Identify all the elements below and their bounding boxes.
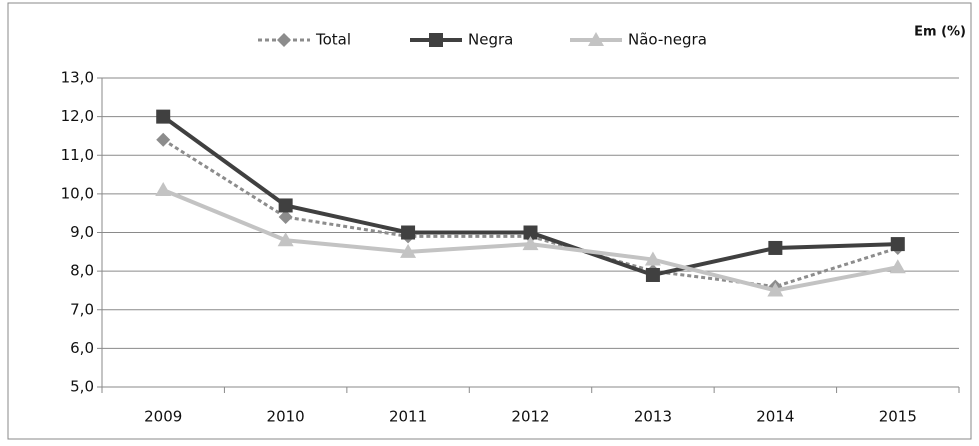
y-tick-label: 11,0: [61, 146, 94, 164]
marker: [155, 182, 172, 197]
marker: [889, 259, 906, 274]
legend-label: Não-negra: [628, 31, 707, 49]
marker: [588, 32, 604, 46]
y-tick-label: 9,0: [70, 223, 94, 241]
marker: [400, 243, 417, 258]
marker: [767, 282, 784, 297]
marker: [278, 210, 293, 225]
x-tick-label: 2013: [634, 408, 672, 426]
legend-label: Negra: [468, 31, 513, 49]
marker: [522, 236, 539, 251]
y-tick-label: 12,0: [61, 107, 94, 125]
y-tick-label: 8,0: [70, 262, 94, 280]
y-tick-label: 6,0: [70, 339, 94, 357]
y-tick-label: 13,0: [61, 69, 94, 87]
series-line: [162, 138, 899, 289]
series-line: [162, 115, 898, 278]
marker: [156, 109, 171, 124]
marker: [429, 33, 443, 47]
marker: [523, 225, 538, 240]
legend-label: Total: [315, 31, 351, 49]
x-tick-label: 2012: [511, 408, 549, 426]
y-tick-label: 10,0: [61, 184, 94, 202]
unit-annotation: Em (%): [914, 25, 966, 40]
x-tick-label: 2014: [756, 408, 794, 426]
marker: [890, 237, 905, 252]
chart-frame: [7, 2, 972, 440]
x-tick-label: 2009: [144, 408, 182, 426]
x-tick-label: 2011: [389, 408, 427, 426]
marker: [645, 267, 660, 282]
marker: [768, 240, 783, 255]
marker: [156, 132, 171, 147]
marker: [278, 198, 293, 213]
marker: [277, 33, 291, 47]
marker: [277, 232, 294, 247]
marker: [644, 251, 661, 266]
x-tick-label: 2015: [879, 408, 917, 426]
y-tick-label: 5,0: [70, 378, 94, 396]
y-tick-label: 7,0: [70, 300, 94, 318]
x-tick-label: 2010: [267, 408, 305, 426]
marker: [401, 225, 416, 240]
